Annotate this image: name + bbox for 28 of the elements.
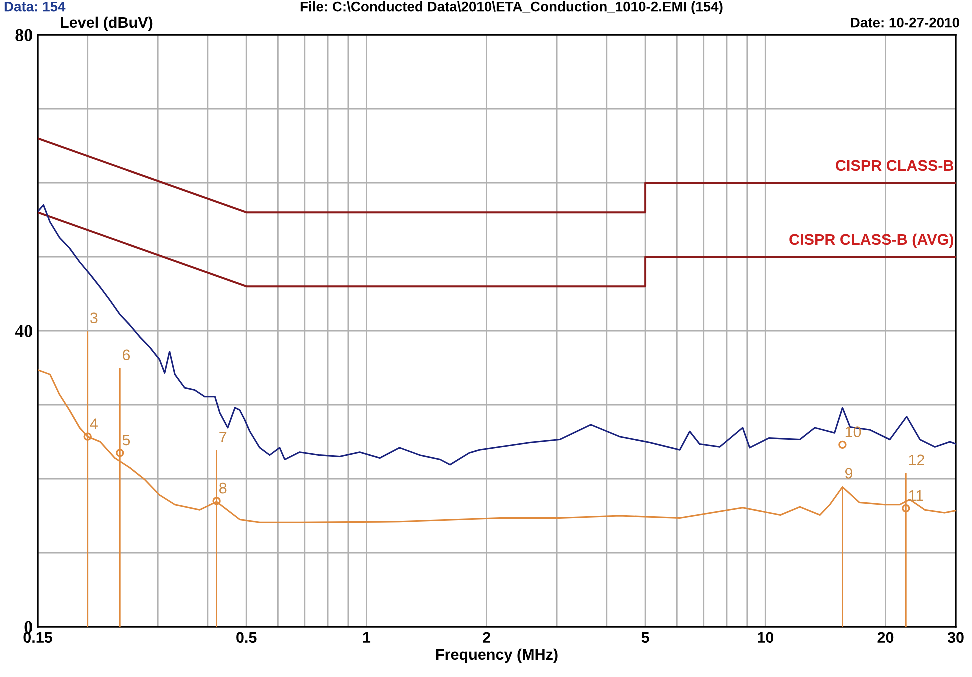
text: Date: 10-27-2010 [851,18,960,28]
annotation: 11 [909,490,924,501]
text: File: C:\Conducted Data\2010\ETA_Conduction_1010-2.EMI (154) [300,2,723,14]
x-tick-label: 0.5 [236,632,257,644]
annotation: 3 [90,312,98,324]
x-tick-label: 10 [758,632,774,644]
annotation: 4 [90,418,98,430]
x-tick-label: 2 [483,632,490,643]
annotation: 8 [220,482,227,494]
annotation: 5 [122,434,130,446]
y-tick-label: 0 [24,621,32,634]
x-tick-label: 1 [363,632,371,643]
x-axis-title: Frequency (MHz) [436,648,558,664]
text: Data: 154 [4,2,66,12]
annotation: 7 [220,432,227,443]
annotation: 9 [845,468,853,479]
y-tick-label: 80 [16,29,32,42]
y-tick-label: 40 [15,325,32,338]
x-tick-label: 30 [948,632,964,644]
annotation: 6 [122,350,130,361]
annotation: 12 [909,454,924,466]
y-axis-title: Level (dBuV) [61,16,153,32]
x-tick-label: 5 [642,632,650,644]
x-tick-label: 20 [878,632,894,644]
series-label: CISPR CLASS-B [836,160,954,172]
series-label: CISPR CLASS-B (AVG) [790,234,954,248]
annotation: 10 [846,426,862,438]
x-tick-label: 0.15 [24,632,52,644]
